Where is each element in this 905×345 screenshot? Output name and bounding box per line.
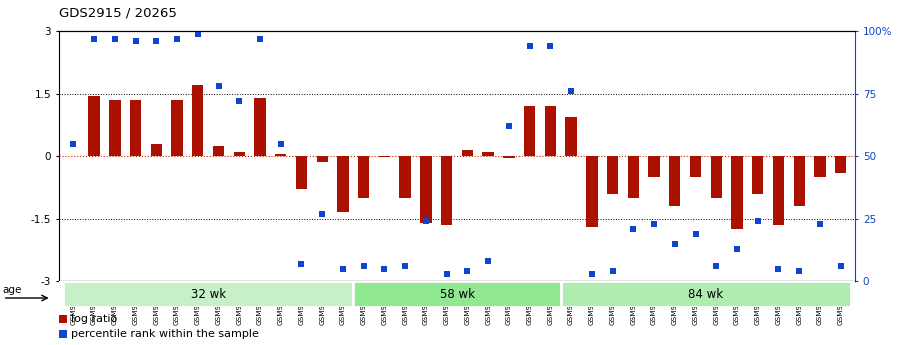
Bar	[254, 98, 266, 156]
Bar	[378, 156, 390, 157]
Bar	[192, 85, 204, 156]
Bar	[317, 156, 328, 162]
Bar	[399, 156, 411, 198]
Bar	[171, 100, 183, 156]
Bar	[731, 156, 743, 229]
Bar	[503, 156, 515, 158]
Bar	[150, 144, 162, 156]
Bar	[835, 156, 846, 173]
Bar	[566, 117, 576, 156]
Text: 84 wk: 84 wk	[689, 288, 723, 300]
Text: GDS2915 / 20265: GDS2915 / 20265	[59, 7, 176, 20]
Bar	[482, 152, 494, 156]
Bar	[296, 156, 307, 189]
Bar	[524, 106, 536, 156]
Bar	[129, 100, 141, 156]
Text: age: age	[3, 285, 22, 295]
Bar	[690, 156, 701, 177]
Bar	[462, 150, 473, 156]
Bar	[648, 156, 660, 177]
Bar	[794, 156, 805, 206]
Bar	[353, 281, 561, 307]
Bar	[773, 156, 785, 225]
Bar	[338, 156, 348, 213]
Bar	[63, 281, 353, 307]
Bar	[110, 100, 120, 156]
Text: 32 wk: 32 wk	[191, 288, 225, 300]
Bar	[586, 156, 597, 227]
Text: percentile rank within the sample: percentile rank within the sample	[71, 329, 259, 339]
Bar	[545, 106, 556, 156]
Bar	[275, 154, 287, 156]
Text: log ratio: log ratio	[71, 314, 118, 324]
Bar	[607, 156, 618, 194]
Bar	[89, 96, 100, 156]
Bar	[213, 146, 224, 156]
Bar	[358, 156, 369, 198]
Bar	[669, 156, 681, 206]
Bar	[710, 156, 722, 198]
Bar	[752, 156, 764, 194]
Text: 58 wk: 58 wk	[440, 288, 474, 300]
Bar	[627, 156, 639, 198]
Bar	[561, 281, 851, 307]
Bar	[441, 156, 452, 225]
Bar	[814, 156, 825, 177]
Bar	[233, 152, 245, 156]
Bar	[420, 156, 432, 223]
